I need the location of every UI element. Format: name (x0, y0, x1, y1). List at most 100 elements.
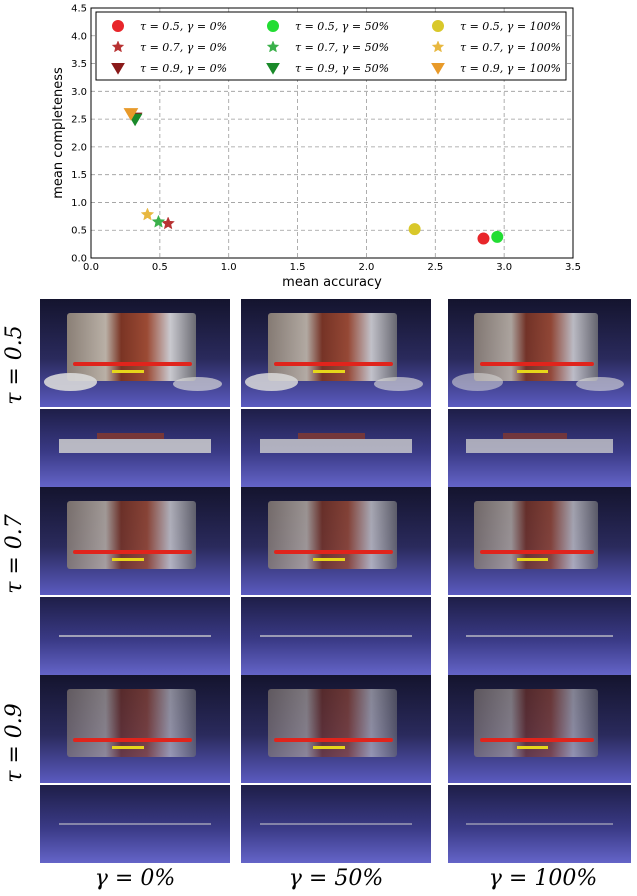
facade-yellow-band (312, 370, 346, 374)
reconstruction-front-view (448, 675, 631, 783)
reconstruction-front-view (241, 675, 431, 783)
facade-red-band (72, 737, 192, 742)
legend-entry-label: τ = 0.9, γ = 0% (140, 62, 227, 75)
x-tick-label: 3.5 (565, 262, 581, 273)
point-cloud-noise (452, 373, 504, 391)
facade-yellow-band (312, 558, 346, 562)
legend-marker (266, 63, 280, 75)
data-point (161, 216, 175, 230)
facade-red-band (72, 549, 192, 554)
legend-marker (112, 20, 124, 32)
legend-entry-label: τ = 0.9, γ = 100% (460, 62, 561, 75)
col-label-gamma-0: γ = 0% (94, 866, 176, 891)
building-facade (473, 501, 599, 569)
reconstruction-top-view (448, 785, 631, 863)
building-facade (473, 313, 599, 381)
x-tick-label: 2.5 (427, 262, 443, 273)
y-tick-label: 0.5 (71, 226, 87, 237)
row-label-tau-0-9: τ = 0.9 (2, 703, 27, 783)
facade-yellow-band (111, 746, 145, 750)
data-point (491, 230, 504, 243)
x-tick-label: 1.5 (290, 262, 306, 273)
building-facade (267, 313, 397, 381)
facade-yellow-band (312, 746, 346, 750)
building-facade (66, 689, 196, 757)
y-tick-label: 1.5 (71, 170, 87, 181)
legend-marker (111, 40, 125, 53)
legend-entry-label: τ = 0.5, γ = 100% (460, 20, 561, 33)
facade-red-band (479, 361, 595, 366)
reconstruction-front-view (448, 487, 631, 595)
facade-red-band (273, 737, 393, 742)
y-tick-label: 2.0 (71, 142, 87, 153)
point-cloud-strip (260, 439, 412, 453)
reconstruction-front-view (448, 299, 631, 407)
reconstruction-top-view (241, 597, 431, 675)
reconstruction-front-view (40, 487, 230, 595)
x-tick-label: 2.0 (358, 262, 374, 273)
facade-red-band (479, 737, 595, 742)
x-axis-label: mean accuracy (282, 275, 382, 290)
reconstruction-front-view (241, 487, 431, 595)
building-facade (267, 689, 397, 757)
y-tick-label: 1.0 (71, 198, 87, 209)
point-cloud-strip (59, 439, 211, 453)
reconstruction-top-view (40, 597, 230, 675)
point-cloud-noise (245, 373, 299, 391)
point-cloud-strip (59, 823, 211, 825)
y-tick-label: 0.0 (71, 254, 87, 265)
facade-yellow-band (517, 746, 549, 750)
y-tick-label: 2.5 (71, 115, 87, 126)
row-label-tau-0-5: τ = 0.5 (2, 325, 27, 405)
y-tick-label: 3.5 (71, 59, 87, 70)
x-tick-label: 0.0 (83, 262, 99, 273)
point-cloud-strip (59, 635, 211, 637)
y-axis-label: mean completeness (51, 67, 66, 199)
reconstruction-top-view (40, 409, 230, 487)
facade-yellow-band (517, 370, 549, 374)
x-tick-label: 1.0 (221, 262, 237, 273)
col-label-gamma-100: γ = 100% (488, 866, 598, 891)
scatter-chart: 0.0 0.5 1.0 1.5 2.0 2.5 3.0 3.5 0.0 0.5 1.0 1.5 2.0 2… (51, 4, 581, 291)
facade-red-band (273, 549, 393, 554)
legend-entry-label: τ = 0.5, γ = 0% (140, 20, 227, 33)
plot-frame (90, 7, 574, 259)
point-cloud-noise (374, 377, 424, 391)
data-point (408, 223, 421, 236)
legend-entry-label: τ = 0.7, γ = 100% (460, 41, 561, 54)
legend-marker (431, 40, 445, 53)
building-facade (473, 689, 599, 757)
row-label-tau-0-7: τ = 0.7 (2, 514, 27, 594)
legend-marker (431, 63, 445, 75)
reconstruction-top-view (241, 409, 431, 487)
y-tick-label: 4.0 (71, 31, 87, 42)
legend-entry-label: τ = 0.7, γ = 50% (295, 41, 389, 54)
point-cloud-noise (44, 373, 98, 391)
point-cloud-strip (298, 433, 365, 439)
building-facade (267, 501, 397, 569)
col-label-gamma-50: γ = 50% (288, 866, 384, 891)
data-point (151, 214, 166, 228)
reconstruction-top-view (40, 785, 230, 863)
legend-marker (267, 20, 279, 32)
facade-red-band (72, 361, 192, 366)
reconstruction-top-view (448, 597, 631, 675)
data-point (123, 108, 139, 121)
point-cloud-strip (466, 439, 613, 453)
legend-marker (266, 40, 280, 53)
x-tick-label: 0.5 (152, 262, 168, 273)
facade-yellow-band (517, 558, 549, 562)
point-cloud-strip (466, 823, 613, 825)
building-facade (66, 501, 196, 569)
point-cloud-strip (260, 635, 412, 637)
reconstruction-top-view (241, 785, 431, 863)
reconstruction-front-view (241, 299, 431, 407)
point-cloud-strip (502, 433, 567, 439)
reconstruction-front-view (40, 299, 230, 407)
reconstruction-front-view (40, 675, 230, 783)
point-cloud-strip (466, 635, 613, 637)
facade-red-band (479, 549, 595, 554)
point-cloud-noise (576, 377, 624, 391)
point-cloud-strip (97, 433, 164, 439)
facade-red-band (273, 361, 393, 366)
